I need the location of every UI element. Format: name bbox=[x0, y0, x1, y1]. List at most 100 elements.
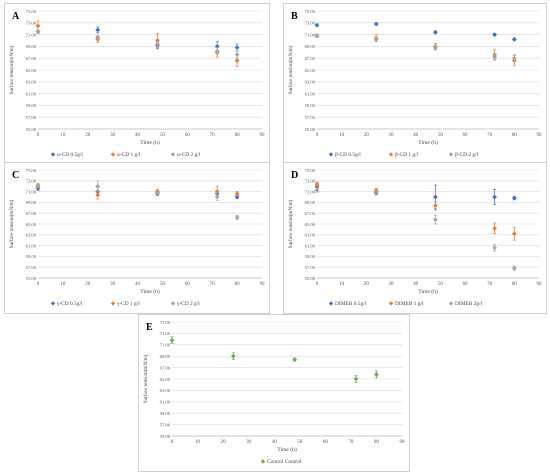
x-tick-label: 90 bbox=[400, 440, 406, 445]
panel-e: E 55.00 57.00 59.00 61.00 63.00 65.00 67.00 69.0… bbox=[138, 314, 410, 472]
x-tick-label: 0 bbox=[37, 282, 40, 287]
data-point bbox=[433, 203, 438, 209]
x-tick-label: 30 bbox=[110, 282, 116, 287]
legend-label: α-CD 1 g/l bbox=[117, 152, 141, 158]
legend-label: β-CD 0.5g/l bbox=[335, 152, 361, 158]
panel-frame bbox=[283, 3, 547, 165]
y-tick-label: 75.00 bbox=[26, 168, 37, 173]
legend-label: β-CD 2 g/l bbox=[455, 152, 479, 158]
data-point bbox=[511, 231, 517, 237]
data-point bbox=[511, 265, 517, 271]
y-tick-label: 59.00 bbox=[305, 103, 316, 108]
x-tick-label: 30 bbox=[389, 133, 395, 138]
x-tick-label: 70 bbox=[210, 133, 216, 138]
y-tick-label: 57.00 bbox=[305, 115, 316, 120]
legend-marker bbox=[170, 152, 176, 157]
y-tick-label: 75.00 bbox=[160, 320, 171, 325]
data-point bbox=[95, 35, 101, 40]
data-point bbox=[373, 21, 379, 27]
x-tick-label: 40 bbox=[413, 282, 419, 287]
x-tick-label: 20 bbox=[364, 282, 370, 287]
y-tick-label: 59.00 bbox=[26, 254, 37, 259]
y-tick-label: 71.00 bbox=[305, 189, 316, 194]
y-tick-label: 61.00 bbox=[26, 243, 37, 248]
y-tick-label: 67.00 bbox=[26, 56, 37, 61]
x-tick-label: 60 bbox=[463, 133, 469, 138]
y-tick-label: 75.00 bbox=[26, 9, 37, 14]
y-axis-title: Surface tension(mN/m) bbox=[8, 199, 15, 248]
legend-label: DIMEB 0.5g/l bbox=[335, 301, 367, 307]
data-point bbox=[433, 217, 438, 223]
legend-label: α-CD 2 g/l bbox=[177, 152, 201, 158]
data-point bbox=[492, 54, 497, 60]
data-point bbox=[35, 29, 41, 35]
y-tick-label: 73.00 bbox=[26, 21, 37, 26]
chart-panel-c: C 55.00 57.00 59.00 61.00 63.00 65.00 67.00 69.0… bbox=[4, 162, 270, 314]
y-tick-label: 69.00 bbox=[26, 200, 37, 205]
y-tick-label: 61.00 bbox=[26, 91, 37, 96]
y-tick-label: 69.00 bbox=[26, 44, 37, 49]
y-tick-label: 65.00 bbox=[26, 222, 37, 227]
legend-marker bbox=[110, 301, 116, 306]
data-point bbox=[492, 245, 497, 251]
legend-marker bbox=[50, 152, 56, 157]
data-point bbox=[214, 48, 220, 54]
data-point bbox=[511, 195, 517, 201]
x-tick-label: 20 bbox=[85, 133, 91, 138]
y-axis-title: Surface tension(mN/m) bbox=[287, 199, 294, 248]
panel-b: B 55.00 57.00 59.00 61.00 63.00 65.00 67.00 69.0… bbox=[283, 3, 547, 165]
data-point bbox=[292, 357, 298, 363]
data-point bbox=[169, 337, 175, 343]
y-tick-label: 71.00 bbox=[160, 343, 171, 348]
data-point bbox=[492, 194, 497, 200]
y-tick-label: 59.00 bbox=[160, 411, 171, 416]
y-tick-label: 65.00 bbox=[305, 222, 316, 227]
x-tick-label: 90 bbox=[537, 282, 543, 287]
y-axis-title: Surface tension(mN/m) bbox=[287, 45, 294, 94]
panel-frame bbox=[4, 3, 270, 165]
data-point bbox=[214, 194, 220, 200]
x-tick-label: 0 bbox=[316, 133, 319, 138]
y-tick-label: 73.00 bbox=[305, 21, 316, 26]
data-point bbox=[230, 353, 236, 359]
data-point bbox=[234, 45, 240, 50]
x-tick-label: 10 bbox=[60, 133, 65, 138]
legend-marker bbox=[110, 152, 116, 157]
y-tick-label: 63.00 bbox=[305, 80, 316, 85]
y-tick-label: 61.00 bbox=[305, 243, 316, 248]
legend-label: γ-CD 1 g/l bbox=[116, 301, 140, 307]
x-tick-label: 30 bbox=[246, 440, 252, 445]
legend-marker bbox=[170, 301, 176, 306]
data-point bbox=[35, 23, 41, 29]
y-tick-label: 75.00 bbox=[305, 9, 316, 14]
y-tick-label: 67.00 bbox=[305, 211, 316, 216]
data-point bbox=[373, 189, 379, 194]
x-axis-title: Time (h) bbox=[418, 139, 438, 146]
legend-label: γ-CD 2 g/l bbox=[176, 301, 200, 307]
x-tick-label: 70 bbox=[348, 440, 354, 445]
panel-frame bbox=[283, 162, 547, 314]
y-axis-title: Surface tension(mN/m) bbox=[142, 354, 149, 403]
panel-label: E bbox=[146, 322, 153, 333]
x-tick-label: 90 bbox=[537, 133, 543, 138]
x-tick-label: 50 bbox=[160, 282, 166, 287]
x-axis-title: Time (h) bbox=[277, 446, 297, 453]
y-tick-label: 69.00 bbox=[305, 44, 316, 49]
panel-d: D 55.00 57.00 59.00 61.00 63.00 65.00 67.00 69.0… bbox=[283, 162, 547, 314]
x-tick-label: 80 bbox=[512, 282, 518, 287]
x-tick-label: 60 bbox=[463, 282, 469, 287]
x-tick-label: 60 bbox=[323, 440, 329, 445]
chart-panel-e: E 55.00 57.00 59.00 61.00 63.00 65.00 67.00 69.0… bbox=[138, 314, 410, 472]
legend-marker bbox=[388, 152, 394, 157]
legend-marker bbox=[328, 301, 334, 306]
y-tick-label: 73.00 bbox=[160, 331, 171, 336]
y-tick-label: 75.00 bbox=[305, 168, 316, 173]
y-tick-label: 59.00 bbox=[26, 103, 37, 108]
x-tick-label: 80 bbox=[235, 133, 241, 138]
x-tick-label: 50 bbox=[297, 440, 303, 445]
panel-label: D bbox=[291, 170, 298, 181]
legend-label: β-CD 1 g/l bbox=[395, 152, 419, 158]
x-tick-label: 90 bbox=[260, 133, 266, 138]
data-point bbox=[155, 38, 160, 43]
y-tick-label: 63.00 bbox=[160, 388, 171, 393]
